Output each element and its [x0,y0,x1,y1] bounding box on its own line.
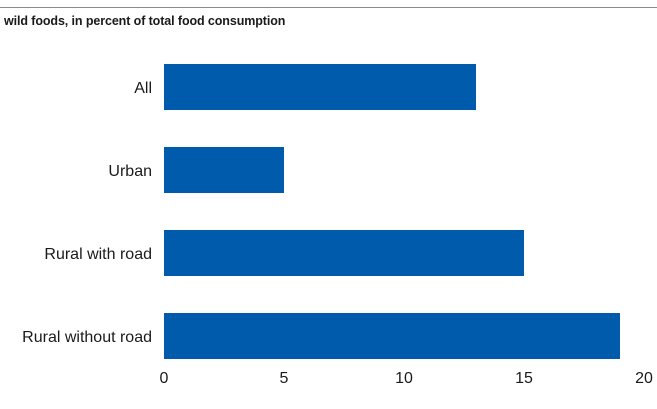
top-rule [0,7,657,8]
x-tick-label-0: 0 [160,370,169,387]
bar-urban [164,147,284,193]
category-label-rural-without-road: Rural without road [22,329,152,346]
bars-layer [164,64,620,359]
x-axis-tick-labels: 0 5 10 15 20 [160,370,653,387]
bar-all [164,64,476,110]
x-tick-label-15: 15 [515,370,533,387]
bar-rural-with-road [164,230,524,276]
category-label-rural-with-road: Rural with road [44,246,152,263]
category-label-urban: Urban [108,163,152,180]
bar-rural-without-road [164,313,620,359]
category-labels: All Urban Rural with road Rural without roa… [22,80,152,346]
chart-title: wild foods, in percent of total food con… [4,14,286,28]
x-tick-label-20: 20 [635,370,653,387]
x-tick-label-5: 5 [280,370,289,387]
category-label-all: All [134,80,152,97]
x-tick-label-10: 10 [395,370,413,387]
